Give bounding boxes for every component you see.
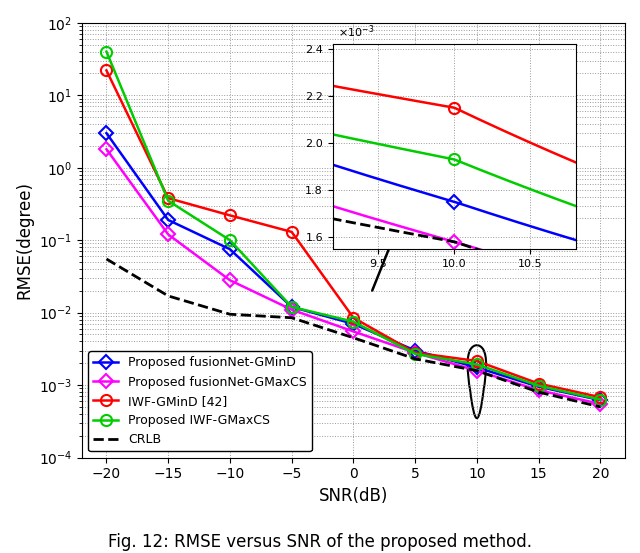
Proposed IWF-GMaxCS — [596, 397, 604, 403]
Proposed fusionNet-GMaxCS — [102, 146, 110, 153]
IWF-GMinD [42] — [226, 212, 234, 218]
IWF-GMinD [42] — [535, 380, 543, 387]
Legend: Proposed fusionNet-GMinD, Proposed fusionNet-GMaxCS, IWF-GMinD [42], Proposed IW: Proposed fusionNet-GMinD, Proposed fusio… — [88, 351, 312, 451]
Proposed IWF-GMaxCS — [349, 319, 357, 325]
Proposed fusionNet-GMinD — [164, 217, 172, 223]
IWF-GMinD [42] — [596, 394, 604, 400]
Proposed fusionNet-GMaxCS — [288, 306, 296, 313]
CRLB — [596, 404, 604, 410]
Proposed fusionNet-GMinD — [349, 321, 357, 327]
Proposed fusionNet-GMaxCS — [226, 277, 234, 284]
IWF-GMinD [42] — [412, 349, 419, 356]
CRLB — [226, 311, 234, 317]
Line: CRLB: CRLB — [106, 259, 600, 407]
IWF-GMinD [42] — [349, 315, 357, 321]
CRLB — [473, 367, 481, 374]
CRLB — [412, 356, 419, 362]
Proposed fusionNet-GMaxCS — [349, 328, 357, 335]
Proposed fusionNet-GMinD — [535, 383, 543, 390]
Proposed fusionNet-GMinD — [288, 304, 296, 310]
Proposed fusionNet-GMaxCS — [596, 400, 604, 407]
IWF-GMinD [42] — [473, 358, 481, 364]
IWF-GMinD [42] — [102, 67, 110, 74]
Text: $\times10^{-3}$: $\times10^{-3}$ — [338, 24, 374, 40]
Proposed IWF-GMaxCS — [164, 197, 172, 204]
Line: Proposed IWF-GMaxCS: Proposed IWF-GMaxCS — [101, 46, 606, 405]
Proposed IWF-GMaxCS — [473, 361, 481, 368]
CRLB — [288, 315, 296, 321]
Proposed fusionNet-GMinD — [473, 364, 481, 371]
CRLB — [535, 389, 543, 395]
Proposed fusionNet-GMaxCS — [535, 387, 543, 394]
IWF-GMinD [42] — [164, 195, 172, 201]
CRLB — [102, 255, 110, 262]
Proposed IWF-GMaxCS — [535, 383, 543, 389]
Proposed fusionNet-GMinD — [412, 347, 419, 354]
Y-axis label: RMSE(degree): RMSE(degree) — [15, 181, 33, 299]
Proposed fusionNet-GMaxCS — [473, 367, 481, 374]
Line: IWF-GMinD [42]: IWF-GMinD [42] — [101, 65, 606, 403]
Proposed IWF-GMaxCS — [226, 237, 234, 243]
Line: Proposed fusionNet-GMaxCS: Proposed fusionNet-GMaxCS — [102, 144, 605, 409]
Proposed fusionNet-GMaxCS — [164, 231, 172, 238]
Proposed fusionNet-GMaxCS — [412, 349, 419, 356]
IWF-GMinD [42] — [288, 228, 296, 235]
X-axis label: SNR(dB): SNR(dB) — [319, 487, 388, 505]
Line: Proposed fusionNet-GMinD: Proposed fusionNet-GMinD — [102, 128, 605, 405]
Proposed IWF-GMaxCS — [102, 48, 110, 55]
Proposed fusionNet-GMinD — [596, 397, 604, 404]
Proposed IWF-GMaxCS — [288, 304, 296, 310]
CRLB — [164, 293, 172, 299]
Proposed fusionNet-GMinD — [226, 246, 234, 253]
Proposed IWF-GMaxCS — [412, 351, 419, 357]
Text: Fig. 12: RMSE versus SNR of the proposed method.: Fig. 12: RMSE versus SNR of the proposed… — [108, 534, 532, 551]
CRLB — [349, 335, 357, 341]
Proposed fusionNet-GMinD — [102, 130, 110, 137]
